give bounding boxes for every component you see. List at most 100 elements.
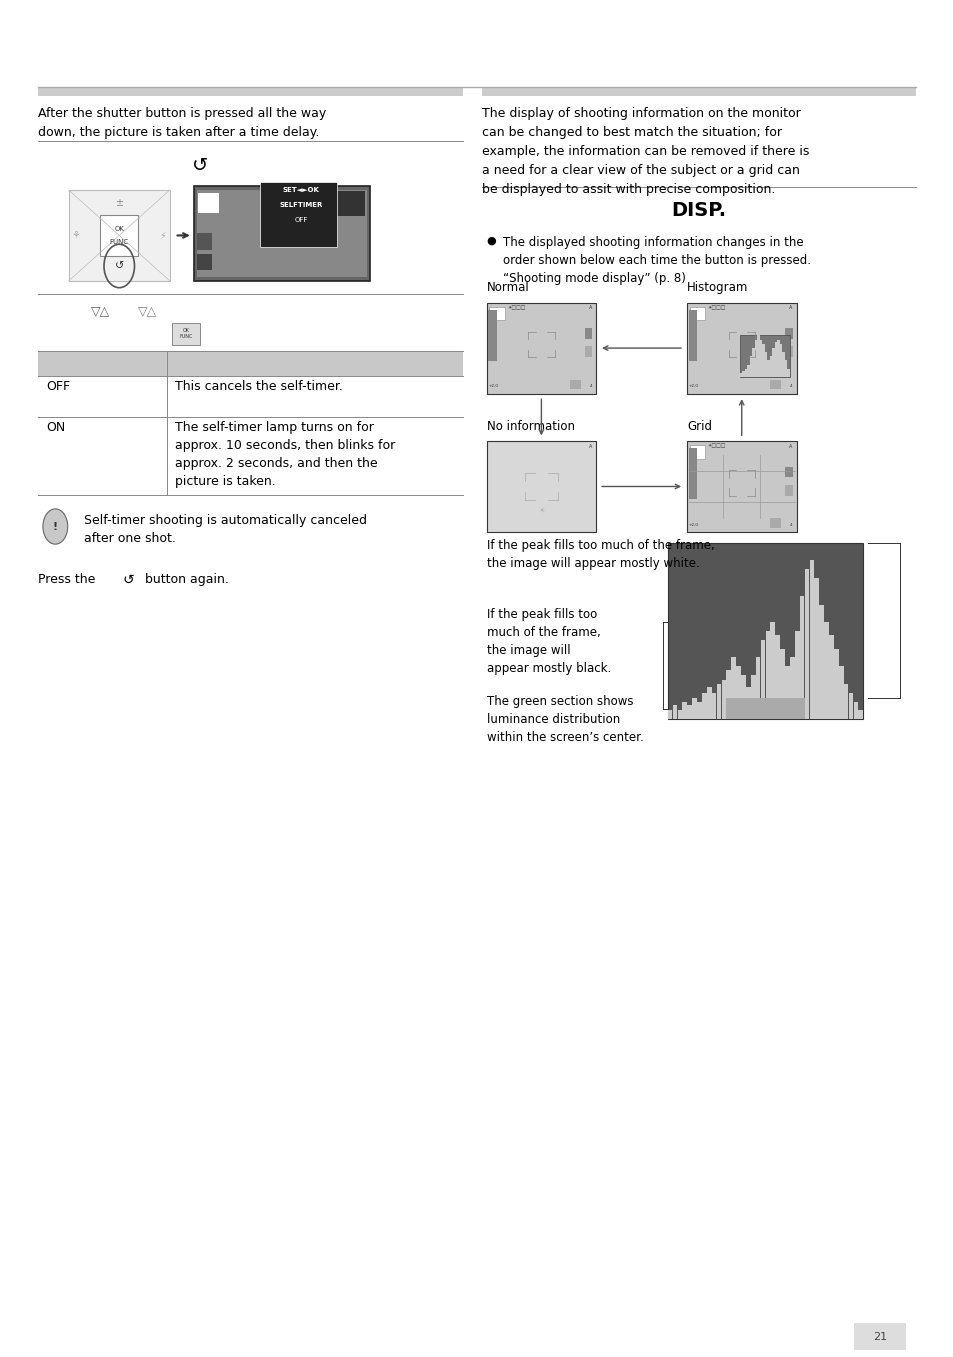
Bar xyxy=(799,596,803,719)
Bar xyxy=(853,702,858,719)
Bar xyxy=(701,692,706,719)
Text: ↺: ↺ xyxy=(192,156,209,175)
Bar xyxy=(689,307,704,320)
Bar xyxy=(736,666,740,719)
Bar xyxy=(833,649,838,719)
Text: ON: ON xyxy=(46,421,65,434)
Bar xyxy=(731,658,735,719)
Text: The green section shows
luminance distribution
within the screen’s center.: The green section shows luminance distri… xyxy=(486,695,642,744)
Bar xyxy=(688,489,697,499)
Text: No information: No information xyxy=(486,419,574,433)
Bar xyxy=(784,328,792,339)
Bar xyxy=(100,214,138,255)
Text: If the peak fills too much of the frame,
the image will appear mostly white.: If the peak fills too much of the frame,… xyxy=(486,539,714,570)
Bar xyxy=(697,702,701,719)
Bar xyxy=(688,330,697,341)
Bar xyxy=(751,347,754,377)
Bar xyxy=(720,680,725,719)
Bar xyxy=(784,467,792,478)
Bar xyxy=(681,702,686,719)
Bar xyxy=(770,622,774,719)
Bar xyxy=(780,343,781,377)
Bar xyxy=(794,631,799,719)
Text: A: A xyxy=(588,305,592,311)
Bar xyxy=(686,441,796,532)
Bar xyxy=(842,684,847,719)
Text: ☀□□□: ☀□□□ xyxy=(707,305,725,311)
Bar xyxy=(69,190,170,281)
Bar xyxy=(769,357,772,377)
Bar xyxy=(777,339,780,377)
Bar xyxy=(692,697,696,719)
Bar xyxy=(853,1323,905,1350)
Text: ☀□□□: ☀□□□ xyxy=(707,444,725,449)
Text: ↺: ↺ xyxy=(122,573,133,586)
Bar xyxy=(726,670,730,719)
Text: 4: 4 xyxy=(789,384,792,388)
Bar xyxy=(488,320,497,331)
Text: OK
FUNC: OK FUNC xyxy=(179,328,193,339)
Bar xyxy=(760,641,764,719)
Circle shape xyxy=(43,509,68,544)
Bar xyxy=(489,307,504,320)
Bar xyxy=(584,346,592,357)
Bar xyxy=(667,543,862,719)
Bar xyxy=(488,309,497,320)
Text: After the shutter button is pressed all the way
down, the picture is taken after: After the shutter button is pressed all … xyxy=(38,107,326,140)
Bar xyxy=(688,309,697,320)
Text: SET◄►OK: SET◄►OK xyxy=(282,187,319,193)
Bar xyxy=(766,361,769,377)
Text: +2.0: +2.0 xyxy=(688,384,698,388)
Text: button again.: button again. xyxy=(141,573,229,586)
Text: OFF: OFF xyxy=(46,380,70,394)
Bar xyxy=(780,649,784,719)
Bar xyxy=(784,484,792,495)
Bar xyxy=(749,357,751,377)
Text: Histogram: Histogram xyxy=(686,281,747,294)
Text: A: A xyxy=(588,444,592,449)
Text: FUNC: FUNC xyxy=(110,239,129,246)
Text: If the peak fills too
much of the frame,
the image will
appear mostly black.: If the peak fills too much of the frame,… xyxy=(486,608,610,674)
Bar xyxy=(757,335,759,377)
Text: ▽△: ▽△ xyxy=(91,305,110,319)
Text: Press the: Press the xyxy=(38,573,99,586)
Bar xyxy=(741,370,743,377)
Bar xyxy=(739,335,789,377)
Text: ●: ● xyxy=(486,236,496,246)
Bar xyxy=(781,351,784,377)
Text: Normal: Normal xyxy=(486,281,529,294)
Bar xyxy=(803,570,808,719)
Text: ☀: ☀ xyxy=(537,509,544,514)
Bar xyxy=(819,605,823,719)
Bar xyxy=(688,479,697,490)
Bar xyxy=(746,365,749,377)
Text: ☀□□□: ☀□□□ xyxy=(507,305,525,311)
Bar xyxy=(754,339,757,377)
Bar xyxy=(569,380,580,389)
Bar xyxy=(686,303,796,394)
Bar xyxy=(809,560,813,719)
Bar xyxy=(814,578,819,719)
Text: A: A xyxy=(788,305,792,311)
Bar xyxy=(481,88,915,96)
Bar xyxy=(769,518,781,528)
Bar xyxy=(486,441,596,532)
Bar xyxy=(764,631,769,719)
Bar xyxy=(38,351,462,376)
Bar xyxy=(726,697,803,719)
Bar xyxy=(38,88,462,96)
Text: 21: 21 xyxy=(872,1331,886,1342)
Bar xyxy=(784,346,792,357)
Text: +2.0: +2.0 xyxy=(688,522,698,527)
Text: ⚘: ⚘ xyxy=(71,231,81,240)
Text: Self-timer shooting is automatically canceled
after one shot.: Self-timer shooting is automatically can… xyxy=(84,514,367,546)
Text: 4: 4 xyxy=(589,384,592,388)
Bar xyxy=(667,711,672,719)
Bar xyxy=(260,182,336,247)
Bar xyxy=(688,448,697,459)
Bar xyxy=(688,320,697,331)
Bar xyxy=(716,684,720,719)
Bar xyxy=(740,676,745,719)
Bar xyxy=(739,373,741,377)
Bar xyxy=(786,369,789,377)
